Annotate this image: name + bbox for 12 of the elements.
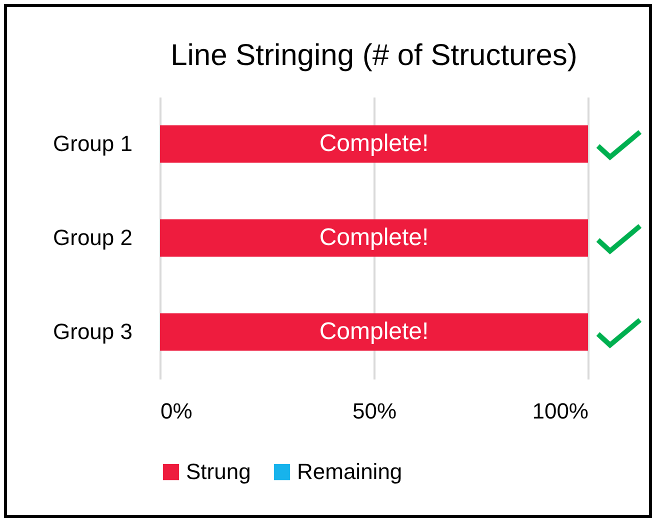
y-tick-label: Group 2 <box>53 225 132 250</box>
x-tick-label: 0% <box>160 398 192 424</box>
y-tick-label: Group 1 <box>53 131 132 156</box>
chart-title: Line Stringing (# of Structures) <box>170 39 578 72</box>
legend-label: Remaining <box>297 459 402 484</box>
data-label: Complete! <box>319 318 429 345</box>
legend-label: Strung <box>186 459 251 484</box>
data-label: Complete! <box>319 224 429 251</box>
x-tick-label: 50% <box>352 398 397 424</box>
y-tick-label: Group 3 <box>53 319 132 344</box>
x-tick-label: 100% <box>532 398 588 424</box>
data-label: Complete! <box>319 130 429 157</box>
